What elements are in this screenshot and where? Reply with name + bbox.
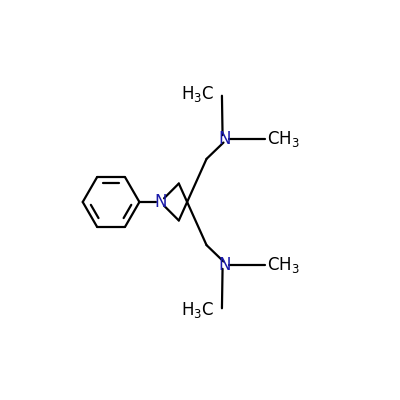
Text: N: N <box>219 256 231 274</box>
Text: CH$_3$: CH$_3$ <box>267 255 299 275</box>
Text: N: N <box>154 193 166 211</box>
Text: H$_3$C: H$_3$C <box>181 300 214 320</box>
Text: N: N <box>219 130 231 148</box>
Text: CH$_3$: CH$_3$ <box>267 129 299 149</box>
Text: H$_3$C: H$_3$C <box>181 84 214 104</box>
